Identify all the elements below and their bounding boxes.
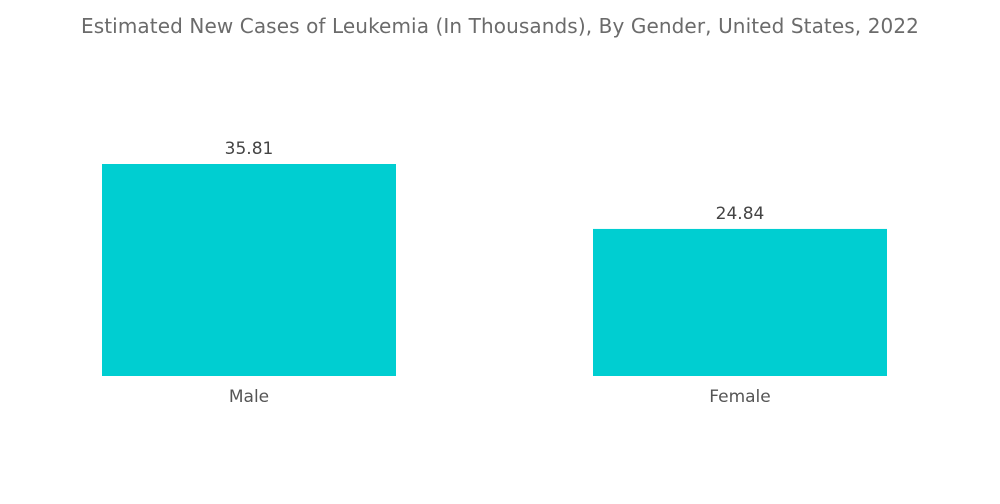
x-tick-label-female: Female: [709, 387, 770, 407]
value-labels-group: 35.81 24.84: [225, 139, 765, 224]
bar-male: [102, 164, 396, 376]
bars-group: [102, 164, 887, 376]
x-axis-tick-labels: Male Female: [229, 387, 771, 407]
value-label-male: 35.81: [225, 139, 274, 159]
value-label-female: 24.84: [716, 204, 765, 224]
bar-female: [593, 228, 887, 376]
chart-title: Estimated New Cases of Leukemia (In Thou…: [80, 14, 920, 38]
x-tick-label-male: Male: [229, 387, 269, 407]
